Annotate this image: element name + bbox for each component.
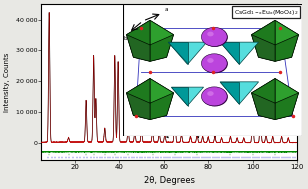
Polygon shape [220, 42, 239, 64]
Polygon shape [150, 20, 173, 45]
Polygon shape [252, 79, 275, 103]
X-axis label: 2θ, Degrees: 2θ, Degrees [144, 176, 195, 185]
Circle shape [207, 91, 214, 96]
Polygon shape [252, 93, 298, 119]
Polygon shape [150, 20, 173, 61]
Text: $\mathsf{CsGd_{1-x}Eu_{x}(MoO_4)_2}$: $\mathsf{CsGd_{1-x}Eu_{x}(MoO_4)_2}$ [234, 8, 298, 17]
Polygon shape [127, 79, 150, 103]
Circle shape [202, 54, 228, 73]
Polygon shape [150, 79, 173, 103]
Text: $(Gd_{1-x}Eu_x)O_8$: $(Gd_{1-x}Eu_x)O_8$ [139, 117, 171, 138]
Text: MoO$_4$: MoO$_4$ [208, 117, 222, 137]
Circle shape [202, 87, 228, 106]
Polygon shape [172, 87, 204, 106]
Polygon shape [220, 82, 259, 104]
Polygon shape [220, 82, 239, 104]
Polygon shape [275, 20, 298, 45]
Polygon shape [127, 79, 150, 119]
Polygon shape [172, 87, 188, 106]
Polygon shape [275, 79, 298, 119]
Polygon shape [127, 93, 173, 119]
Polygon shape [252, 35, 298, 61]
Polygon shape [127, 20, 150, 45]
Polygon shape [275, 20, 298, 61]
Polygon shape [168, 42, 188, 64]
Circle shape [201, 27, 227, 46]
Circle shape [202, 28, 228, 47]
Polygon shape [252, 79, 275, 119]
Polygon shape [252, 20, 275, 45]
Polygon shape [127, 20, 150, 61]
Polygon shape [168, 42, 207, 64]
Y-axis label: Intensity, Counts: Intensity, Counts [4, 53, 10, 112]
Polygon shape [275, 79, 298, 103]
Circle shape [201, 87, 227, 106]
Circle shape [207, 32, 214, 36]
Polygon shape [220, 42, 259, 64]
Circle shape [201, 54, 227, 73]
Text: Cs: Cs [192, 121, 199, 138]
Polygon shape [150, 79, 173, 119]
Text: b: b [123, 36, 127, 40]
Polygon shape [127, 35, 173, 61]
Polygon shape [252, 20, 275, 61]
Text: a: a [164, 7, 168, 12]
Circle shape [207, 58, 214, 63]
